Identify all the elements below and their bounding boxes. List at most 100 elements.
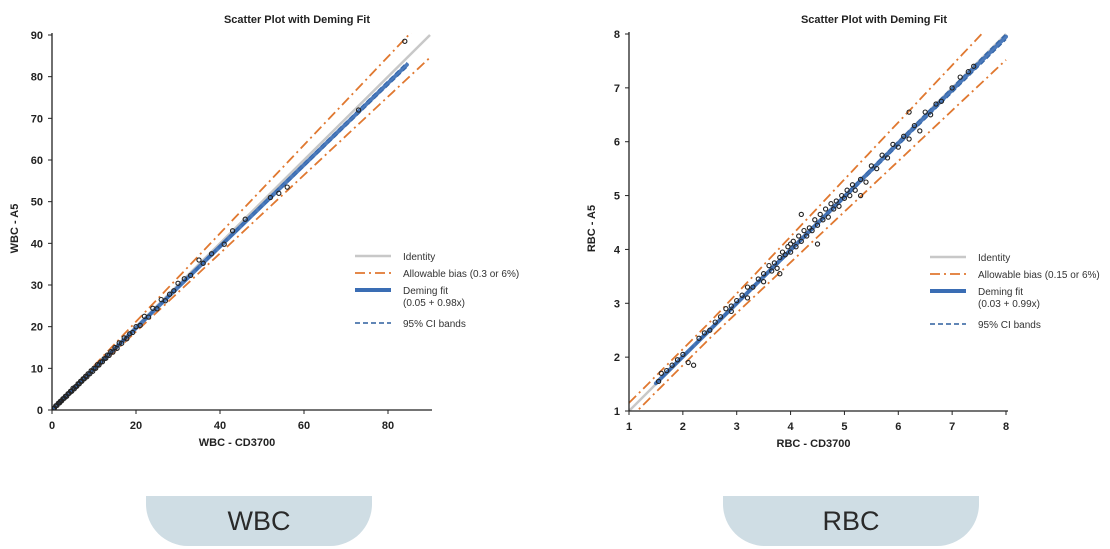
data-point xyxy=(787,249,794,255)
data-point xyxy=(744,284,751,290)
data-point xyxy=(187,272,194,279)
data-point xyxy=(884,155,891,161)
data-point xyxy=(798,211,804,218)
data-point xyxy=(658,370,664,376)
y-tick-label: 5 xyxy=(614,191,620,203)
data-point xyxy=(769,268,775,274)
x-tick-label: 7 xyxy=(949,421,955,433)
data-point xyxy=(127,331,133,337)
data-point xyxy=(809,227,815,234)
data-point xyxy=(655,378,662,385)
data-point xyxy=(85,371,91,377)
data-point xyxy=(181,276,187,282)
legend-sublabel-fit: (0.03 + 0.99x) xyxy=(978,299,1040,310)
legend-label-ci: 95% CI bands xyxy=(978,320,1041,331)
legend-label-fit: Deming fit xyxy=(403,286,448,297)
data-point xyxy=(911,122,918,129)
data-point xyxy=(777,271,783,277)
data-point xyxy=(739,292,745,298)
data-point xyxy=(701,330,708,336)
data-point xyxy=(814,241,821,247)
data-point xyxy=(806,225,813,231)
data-point xyxy=(734,297,740,304)
data-point xyxy=(755,276,761,282)
data-point xyxy=(917,128,923,134)
chart-wbc: 0 20 40 60 80 0 10 20 30 40 50 60 70 80 90 Scatter Plot… xyxy=(9,14,519,449)
y-tick-label: 6 xyxy=(614,137,620,149)
data-point xyxy=(116,340,122,346)
data-point xyxy=(712,319,718,325)
y-tick-label: 70 xyxy=(31,113,43,125)
data-point xyxy=(779,249,786,255)
x-axis-label: RBC - CD3700 xyxy=(777,438,851,450)
data-point xyxy=(196,257,202,263)
data-point xyxy=(114,345,120,351)
data-point xyxy=(906,109,912,115)
data-point xyxy=(879,152,885,158)
legend: Identity Allowable bias (0.15 or 6%) Demin… xyxy=(930,253,1100,331)
data-point xyxy=(200,260,206,266)
y-tick-label: 0 xyxy=(37,405,43,417)
data-point xyxy=(957,74,963,80)
data-point xyxy=(267,194,274,201)
y-tick-label: 8 xyxy=(614,29,620,41)
data-point xyxy=(825,214,831,220)
data-point xyxy=(760,279,767,285)
x-tick-label: 8 xyxy=(1003,421,1009,433)
data-point xyxy=(820,217,826,223)
y-tick-label: 7 xyxy=(614,83,620,95)
data-point xyxy=(208,251,215,257)
data-point xyxy=(771,260,778,266)
data-point xyxy=(857,192,864,199)
x-tick-label: 60 xyxy=(298,420,310,432)
data-point xyxy=(674,357,681,363)
data-point xyxy=(787,241,794,247)
data-point xyxy=(844,187,850,193)
data-point xyxy=(836,203,842,209)
data-point xyxy=(664,367,670,374)
data-point xyxy=(785,244,791,250)
data-point xyxy=(777,254,783,261)
x-tick-label: 3 xyxy=(734,421,740,433)
y-tick-label: 90 xyxy=(31,30,43,42)
y-tick-label: 30 xyxy=(31,280,43,292)
legend-sublabel-fit: (0.05 + 0.98x) xyxy=(403,298,465,309)
data-point xyxy=(895,144,901,150)
plot-area xyxy=(52,33,431,410)
data-point xyxy=(828,201,834,207)
y-tick-label: 10 xyxy=(31,363,43,375)
data-point xyxy=(175,280,181,286)
x-tick-label: 20 xyxy=(130,420,142,432)
data-point xyxy=(707,327,713,333)
bias-line-lower xyxy=(635,59,1007,411)
data-point xyxy=(822,206,829,212)
data-point xyxy=(90,368,96,374)
legend-label-identity: Identity xyxy=(978,253,1010,264)
data-point xyxy=(796,233,802,239)
data-point xyxy=(868,163,875,169)
data-point xyxy=(790,238,796,244)
data-point xyxy=(817,211,823,218)
data-point xyxy=(84,374,90,380)
data-point xyxy=(906,136,912,142)
data-point xyxy=(685,359,691,366)
data-point xyxy=(841,195,848,201)
y-tick-label: 4 xyxy=(614,244,621,256)
y-tick-label: 2 xyxy=(614,352,620,364)
legend-label-bias: Allowable bias (0.3 or 6%) xyxy=(403,269,519,280)
data-point xyxy=(971,63,977,69)
rbc-tab[interactable]: RBC xyxy=(723,496,979,546)
data-point xyxy=(129,329,136,336)
data-point xyxy=(744,295,751,301)
data-point xyxy=(680,351,686,358)
x-tick-label: 40 xyxy=(214,420,226,432)
chart-rbc: 1 2 3 4 5 6 7 8 1 2 3 4 5 6 7 8 Scatter Plot with Deming… xyxy=(586,14,1100,450)
x-tick-label: 1 xyxy=(626,421,632,433)
chart-title: Scatter Plot with Deming Fit xyxy=(224,14,370,26)
data-point xyxy=(154,306,160,312)
data-points xyxy=(655,63,977,385)
data-point xyxy=(145,314,152,320)
wbc-tab[interactable]: WBC xyxy=(146,496,372,546)
data-point xyxy=(723,306,729,312)
data-point xyxy=(696,335,702,341)
